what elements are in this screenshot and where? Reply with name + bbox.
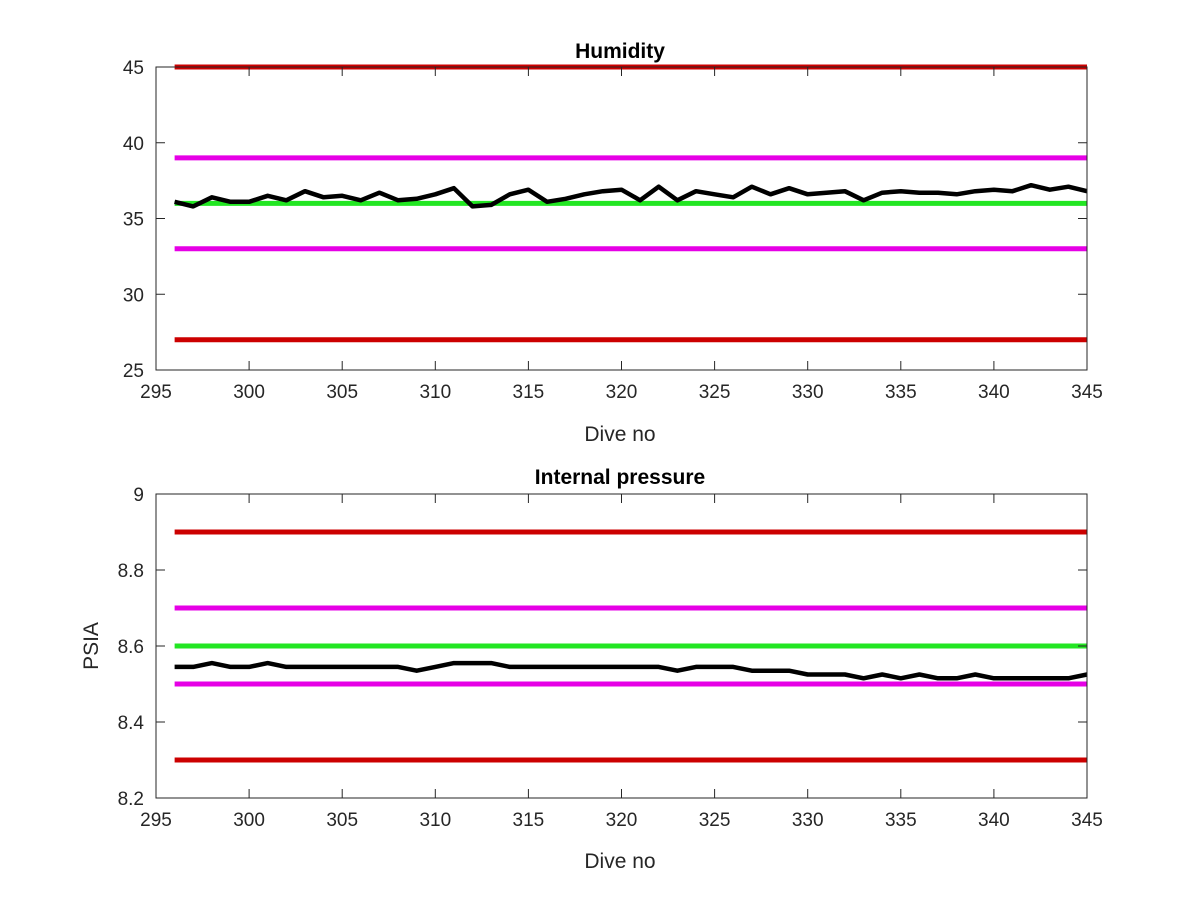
pressure-title: Internal pressure	[535, 466, 705, 489]
humidity-x-tick-label: 295	[140, 382, 172, 403]
humidity-x-tick-label: 330	[792, 382, 824, 403]
pressure-y-tick-label: 9	[133, 485, 144, 506]
humidity-y-tick-label: 40	[123, 134, 144, 155]
humidity-x-tick-label: 340	[978, 382, 1010, 403]
pressure-data-line-group	[174, 660, 1088, 681]
pressure-x-tick-label: 335	[885, 810, 917, 831]
pressure-y-axis-label: PSIA	[80, 622, 103, 670]
humidity-x-tick-label: 315	[513, 382, 545, 403]
pressure-x-ticks: 295 300 305 310 315 320 325 330 335 340 345	[140, 494, 1103, 831]
humidity-y-tick-label: 35	[123, 210, 144, 231]
pressure-chart: Internal pressure 295 300 305 310 315 320 325 3…	[80, 466, 1103, 873]
humidity-y-tick-label: 30	[123, 285, 144, 306]
pressure-x-axis-label: Dive no	[584, 850, 655, 873]
humidity-data-line-group	[174, 182, 1088, 209]
humidity-x-tick-label: 325	[699, 382, 731, 403]
pressure-x-tick-label: 305	[326, 810, 358, 831]
humidity-series-line	[174, 182, 1088, 209]
pressure-y-tick-label: 8.6	[118, 637, 144, 658]
pressure-series-line	[174, 660, 1088, 681]
humidity-x-tick-label: 305	[326, 382, 358, 403]
pressure-y-ticks: 8.2 8.4 8.6 8.8 9	[118, 485, 1087, 810]
pressure-x-tick-label: 345	[1071, 810, 1103, 831]
humidity-x-tick-label: 310	[419, 382, 451, 403]
pressure-x-tick-label: 325	[699, 810, 731, 831]
humidity-chart: Humidity 295 300 305 310 315 320 325 330 335 340 3…	[123, 40, 1103, 446]
pressure-x-tick-label: 300	[233, 810, 265, 831]
humidity-x-tick-label: 345	[1071, 382, 1103, 403]
humidity-x-axis-label: Dive no	[584, 423, 655, 446]
pressure-x-tick-label: 340	[978, 810, 1010, 831]
humidity-y-tick-label: 45	[123, 58, 144, 79]
pressure-x-tick-label: 320	[606, 810, 638, 831]
pressure-y-tick-label: 8.2	[118, 789, 144, 810]
pressure-y-tick-label: 8.8	[118, 561, 144, 582]
pressure-x-tick-label: 295	[140, 810, 172, 831]
pressure-x-tick-label: 330	[792, 810, 824, 831]
pressure-y-tick-label: 8.4	[118, 713, 145, 734]
humidity-title: Humidity	[575, 40, 665, 63]
humidity-x-tick-label: 320	[606, 382, 638, 403]
humidity-y-ticks: 25 30 35 40 45	[123, 58, 1087, 382]
humidity-x-tick-label: 300	[233, 382, 265, 403]
humidity-x-tick-label: 335	[885, 382, 917, 403]
pressure-reference-lines	[174, 529, 1087, 763]
pressure-x-tick-label: 315	[513, 810, 545, 831]
pressure-x-tick-label: 310	[419, 810, 451, 831]
humidity-x-ticks: 295 300 305 310 315 320 325 330 335 340 345	[140, 67, 1103, 403]
humidity-y-tick-label: 25	[123, 361, 144, 382]
